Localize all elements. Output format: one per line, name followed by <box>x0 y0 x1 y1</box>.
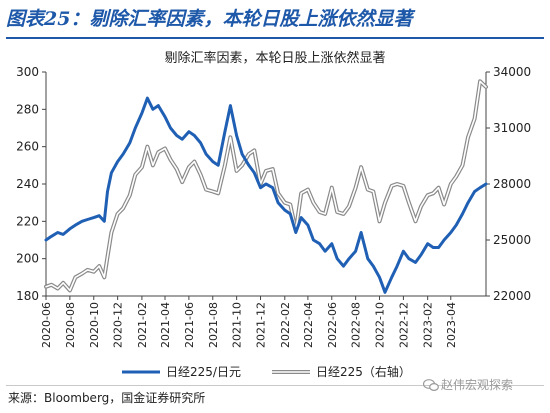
x-tick-label: 2021-02 <box>136 302 149 348</box>
x-tick-label: 2021-12 <box>255 302 268 348</box>
x-tick-label: 2020-08 <box>64 302 77 348</box>
x-tick-label: 2023-02 <box>422 302 435 348</box>
legend-label-blue: 日经225/日元 <box>166 365 241 379</box>
x-tick-label: 2021-04 <box>159 302 172 348</box>
x-tick-label: 2023-04 <box>445 302 458 348</box>
series-line-nikkei225-outer <box>44 79 488 293</box>
x-tick-label: 2022-10 <box>374 302 387 348</box>
x-tick-label: 2020-12 <box>112 302 125 348</box>
title-divider <box>6 37 544 39</box>
y-right-tick-label: 25000 <box>493 233 531 247</box>
chart-title: 剔除汇率因素，本轮日股上涨依然显著 <box>164 50 385 66</box>
wechat-icon <box>423 379 439 391</box>
y-right-tick-label: 34000 <box>493 65 531 79</box>
x-tick-label: 2020-10 <box>88 302 101 348</box>
legend-label-gray: 日经225（右轴） <box>316 364 411 379</box>
x-tick-label: 2022-06 <box>326 302 339 348</box>
x-tick-label: 2022-02 <box>279 302 292 348</box>
legend: 日经225/日元 日经225（右轴） <box>122 364 411 379</box>
x-tick-label: 2022-12 <box>397 302 410 348</box>
watermark-label: 赵伟宏观探索 <box>441 378 514 392</box>
x-tick-label: 2020-06 <box>40 302 53 348</box>
y-right-tick-label: 22000 <box>493 289 531 303</box>
y-left-tick-label: 220 <box>16 214 39 228</box>
x-tick-label: 2021-10 <box>231 302 244 348</box>
axes: 180 200 220 240 260 280 300 22000 25000 28000 3100… <box>16 65 531 348</box>
y-right-tick-label: 31000 <box>493 121 531 135</box>
series-line-nikkei225-jpy <box>44 96 488 294</box>
figure-title: 图表25：剔除汇率因素，本轮日股上涨依然显著 <box>6 8 413 30</box>
y-left-tick-label: 240 <box>16 177 39 191</box>
series-lines <box>44 79 488 294</box>
y-left-tick-label: 300 <box>16 65 39 79</box>
watermark: 赵伟宏观探索 <box>423 376 513 393</box>
y-left-tick-label: 280 <box>16 102 39 116</box>
series-line-nikkei225-inner <box>45 80 487 292</box>
x-tick-label: 2021-06 <box>183 302 196 348</box>
x-tick-label: 2021-08 <box>207 302 220 348</box>
x-tick-label: 2022-04 <box>302 302 315 348</box>
y-right-tick-label: 28000 <box>493 177 531 191</box>
x-tick-label: 2022-08 <box>350 302 363 348</box>
y-left-tick-label: 180 <box>16 289 39 303</box>
source-divider <box>6 385 544 386</box>
y-left-tick-label: 200 <box>16 252 39 266</box>
y-left-tick-label: 260 <box>16 140 39 154</box>
source-note: 来源：Bloomberg，国金证券研究所 <box>8 391 206 405</box>
